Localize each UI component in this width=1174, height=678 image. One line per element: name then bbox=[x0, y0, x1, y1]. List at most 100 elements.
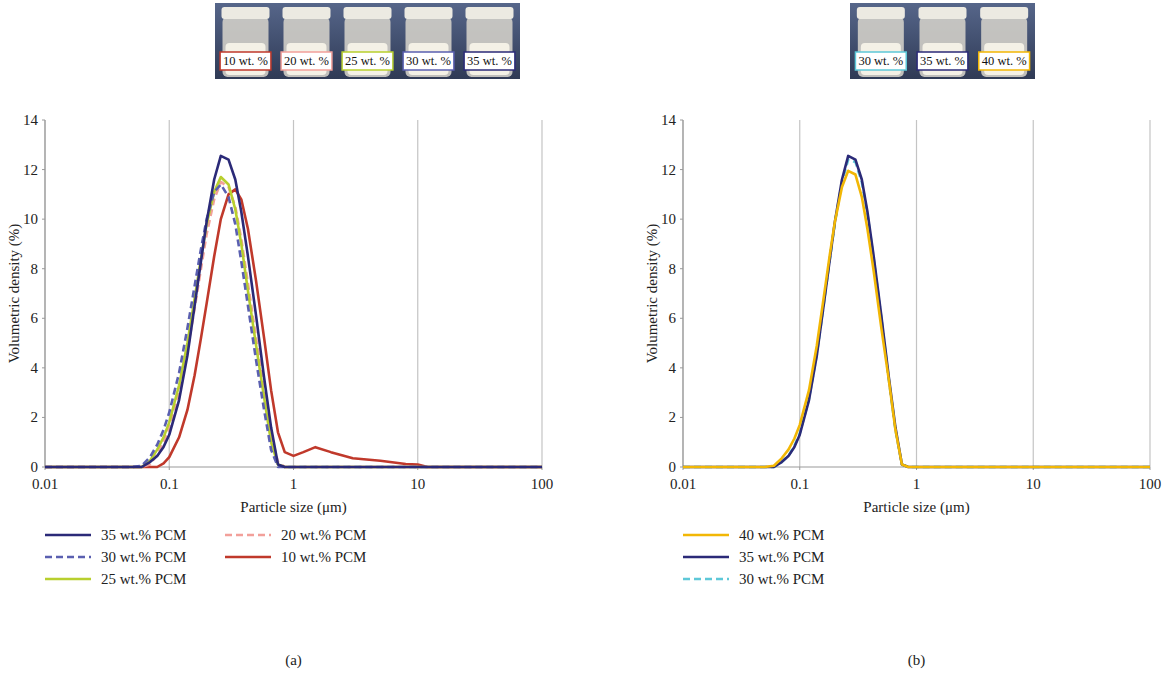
legend-label: 35 wt.% PCM bbox=[101, 527, 186, 543]
vial-cap bbox=[857, 7, 905, 19]
y-tick bbox=[42, 120, 45, 121]
legend-label: 25 wt.% PCM bbox=[101, 571, 186, 587]
y-tick bbox=[680, 367, 683, 368]
panel-label: (b) bbox=[908, 652, 926, 669]
grid-line bbox=[1033, 120, 1034, 467]
y-tick-label: 0 bbox=[31, 459, 39, 475]
panel-label: (a) bbox=[285, 652, 302, 669]
photo-label: 40 wt. % bbox=[982, 54, 1027, 68]
y-tick-label: 14 bbox=[23, 112, 39, 128]
y-tick-label: 12 bbox=[661, 162, 676, 178]
legend-swatch bbox=[683, 578, 729, 581]
legend-label: 40 wt.% PCM bbox=[739, 527, 824, 543]
legend-swatch bbox=[45, 578, 91, 581]
vial-cap bbox=[980, 7, 1028, 19]
figure: 10 wt. %20 wt. %25 wt. %30 wt. %35 wt. %… bbox=[0, 0, 1174, 678]
x-tick-label: 100 bbox=[1139, 476, 1162, 492]
legend-label: 20 wt.% PCM bbox=[281, 527, 366, 543]
vial-cap bbox=[222, 7, 270, 19]
x-tick-label: 1 bbox=[290, 476, 298, 492]
photo-label-box bbox=[342, 52, 393, 70]
vial-cap bbox=[283, 7, 331, 19]
panel-0: 10 wt. %20 wt. %25 wt. %30 wt. %35 wt. %… bbox=[6, 3, 553, 669]
series-line bbox=[683, 171, 1150, 467]
x-tick-label: 0.01 bbox=[670, 476, 696, 492]
y-tick-label: 14 bbox=[661, 112, 677, 128]
photo-label: 30 wt. % bbox=[406, 54, 451, 68]
grid-line bbox=[44, 120, 45, 467]
x-tick bbox=[169, 467, 170, 470]
photo-label: 30 wt. % bbox=[858, 54, 903, 68]
grid-line bbox=[541, 120, 542, 467]
vial-cap bbox=[466, 7, 514, 19]
y-tick bbox=[680, 318, 683, 319]
grid-line bbox=[799, 120, 800, 467]
x-tick-label: 100 bbox=[531, 476, 554, 492]
photo-label-box bbox=[281, 52, 332, 70]
photo-label-box bbox=[464, 52, 515, 70]
photo-background bbox=[850, 3, 1035, 79]
legend-label: 35 wt.% PCM bbox=[739, 549, 824, 565]
y-tick-label: 2 bbox=[669, 409, 677, 425]
legend-swatch bbox=[683, 556, 729, 559]
y-tick bbox=[42, 367, 45, 368]
x-axis-title: Particle size (μm) bbox=[240, 499, 346, 516]
y-axis-line bbox=[682, 120, 683, 467]
y-tick bbox=[42, 318, 45, 319]
grid-line bbox=[682, 120, 683, 467]
x-tick-label: 0.01 bbox=[32, 476, 58, 492]
panel-1: 30 wt. %35 wt. %40 wt. %024681012140.010… bbox=[644, 3, 1161, 669]
legend-swatch bbox=[225, 534, 271, 537]
series-line bbox=[45, 182, 542, 467]
vial-cap bbox=[344, 7, 392, 19]
grid-line bbox=[916, 120, 917, 467]
photo-label-box bbox=[220, 52, 271, 70]
legend-swatch bbox=[45, 534, 91, 537]
photo-background bbox=[215, 3, 520, 79]
y-tick bbox=[42, 417, 45, 418]
legend-swatch bbox=[683, 534, 729, 537]
series-group bbox=[45, 156, 542, 467]
vial-cap bbox=[405, 7, 453, 19]
y-tick bbox=[680, 169, 683, 170]
grid-line bbox=[1149, 120, 1150, 467]
y-tick-label: 2 bbox=[31, 409, 39, 425]
series-line bbox=[45, 177, 542, 467]
legend-swatch bbox=[225, 556, 271, 559]
y-tick bbox=[42, 268, 45, 269]
y-tick bbox=[680, 417, 683, 418]
series-line bbox=[45, 184, 542, 467]
y-tick-label: 4 bbox=[31, 360, 39, 376]
photo-label-box bbox=[855, 52, 906, 70]
legend: 40 wt.% PCM 35 wt.% PCM 30 wt.% PCM bbox=[683, 527, 824, 587]
legend: 35 wt.% PCM 30 wt.% PCM 25 wt.% PCM 20 wt.%… bbox=[45, 527, 366, 587]
photo-label: 35 wt. % bbox=[467, 54, 512, 68]
y-tick-label: 12 bbox=[23, 162, 38, 178]
photo-label-box bbox=[403, 52, 454, 70]
y-tick bbox=[680, 268, 683, 269]
series-line bbox=[45, 156, 542, 467]
series-line bbox=[683, 156, 1150, 467]
x-axis-title: Particle size (μm) bbox=[863, 499, 969, 516]
series-group bbox=[683, 156, 1150, 467]
y-tick-label: 0 bbox=[669, 459, 677, 475]
y-tick bbox=[680, 120, 683, 121]
x-tick-label: 0.1 bbox=[790, 476, 809, 492]
y-tick-label: 8 bbox=[31, 261, 39, 277]
photo-label: 10 wt. % bbox=[223, 54, 268, 68]
legend-label: 30 wt.% PCM bbox=[739, 571, 824, 587]
x-tick-label: 10 bbox=[410, 476, 425, 492]
photo: 10 wt. %20 wt. %25 wt. %30 wt. %35 wt. % bbox=[215, 3, 520, 79]
series-line bbox=[683, 160, 1150, 467]
legend-label: 30 wt.% PCM bbox=[101, 549, 186, 565]
y-tick bbox=[680, 219, 683, 220]
x-tick-label: 10 bbox=[1026, 476, 1041, 492]
y-axis-line bbox=[44, 120, 45, 467]
vial-cap bbox=[919, 7, 967, 19]
grid-line bbox=[417, 120, 418, 467]
y-tick-label: 6 bbox=[31, 310, 39, 326]
y-axis-title: Volumetric density (%) bbox=[6, 224, 23, 364]
photo-label-box bbox=[979, 52, 1030, 70]
y-tick-label: 8 bbox=[669, 261, 677, 277]
photo-label: 25 wt. % bbox=[345, 54, 390, 68]
